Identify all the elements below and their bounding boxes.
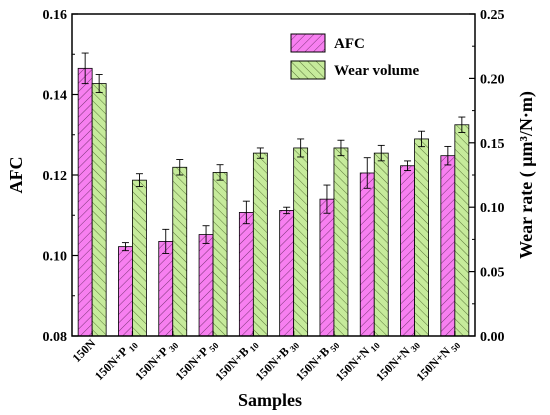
- x-tick-label: 150N+N 30: [373, 336, 422, 385]
- left-axis-title: AFC: [6, 157, 26, 194]
- bars-layer: [77, 67, 470, 337]
- x-tick-label: 150N+N 50: [413, 336, 462, 385]
- wear-volume-bar: [252, 152, 268, 337]
- x-tick-label: 150N: [70, 336, 99, 365]
- legend-label-afc: AFC: [334, 36, 365, 52]
- right-tick-label: 0.10: [480, 201, 505, 216]
- left-tick-label: 0.14: [43, 89, 68, 104]
- afc-bar: [279, 210, 295, 337]
- afc-bar: [400, 165, 415, 337]
- x-tick-label: 150N+B 10: [212, 336, 261, 385]
- wear-volume-bar: [293, 147, 309, 337]
- wear-volume-bar: [212, 172, 228, 337]
- left-axis: 0.08 0.10 0.12 0.14 0.16: [43, 8, 78, 345]
- wear-volume-bar: [414, 138, 429, 337]
- wear-volume-bar: [172, 166, 188, 337]
- legend: AFC Wear volume: [290, 33, 419, 80]
- afc-bar: [158, 241, 174, 337]
- wear-volume-bar: [454, 124, 470, 337]
- right-axis-title: Wear rate ( μm³/N·m): [516, 91, 537, 259]
- right-tick-label: 0.25: [480, 8, 505, 23]
- x-tick-label: 150N+N 10: [333, 336, 382, 385]
- afc-bar: [77, 67, 93, 337]
- right-tick-label: 0.15: [480, 137, 505, 152]
- afc-bar: [359, 172, 375, 337]
- legend-swatch-afc: [290, 33, 326, 53]
- left-tick-label: 0.16: [43, 8, 68, 23]
- wear-volume-bar: [132, 179, 147, 337]
- afc-bar: [198, 234, 214, 337]
- afc-bar: [118, 246, 133, 337]
- x-tick-label: 150N+B 50: [293, 336, 342, 385]
- x-tick-label: 150N+P 30: [132, 336, 181, 385]
- error-bars-layer: [81, 52, 466, 254]
- legend-label-wear: Wear volume: [334, 63, 419, 79]
- x-axis-title: Samples: [238, 390, 302, 410]
- wear-volume-bar: [373, 152, 389, 337]
- left-tick-label: 0.10: [43, 250, 68, 265]
- wear-volume-bar: [91, 83, 107, 337]
- right-tick-label: 0.05: [480, 266, 505, 281]
- left-tick-label: 0.12: [43, 169, 68, 184]
- right-tick-label: 0.20: [480, 72, 505, 87]
- legend-swatch-wear: [290, 60, 326, 80]
- right-axis: 0.00 0.05 0.10 0.15 0.20 0.25: [469, 8, 505, 345]
- right-tick-label: 0.00: [480, 330, 505, 345]
- left-tick-label: 0.08: [43, 330, 68, 345]
- afc-bar: [238, 212, 254, 337]
- wear-volume-bar: [333, 147, 349, 337]
- afc-bar: [440, 155, 456, 337]
- x-tick-label: 150N+P 10: [92, 336, 141, 385]
- x-tick-label: 150N+B 30: [253, 336, 302, 385]
- x-tick-label: 150N+P 50: [172, 336, 221, 385]
- afc-bar: [319, 198, 335, 337]
